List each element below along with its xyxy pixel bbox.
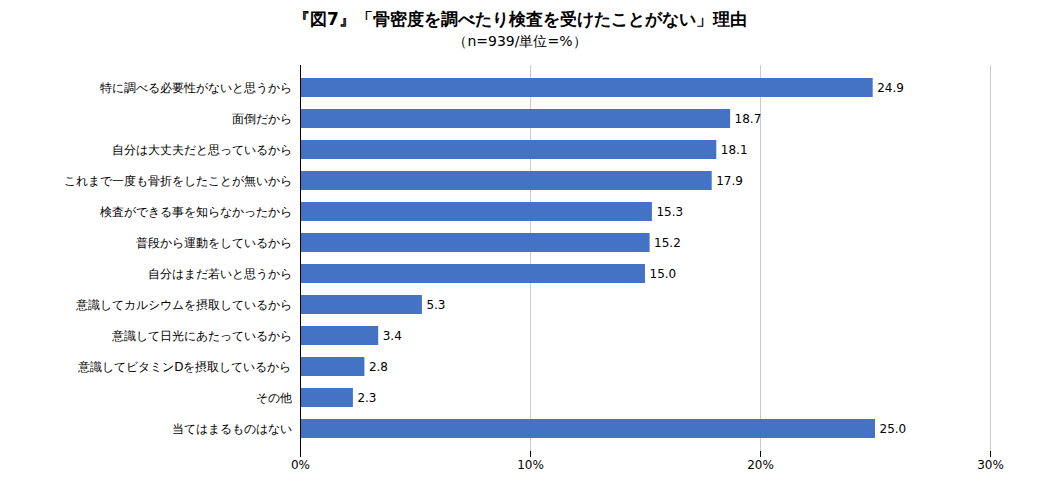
svg-text:これまで一度も骨折をしたことが無いから: これまで一度も骨折をしたことが無いから	[64, 174, 292, 188]
svg-text:意識して日光にあたっているから: 意識して日光にあたっているから	[111, 329, 292, 343]
svg-text:18.1: 18.1	[721, 143, 748, 157]
svg-text:面倒だから: 面倒だから	[232, 112, 292, 126]
svg-text:24.9: 24.9	[877, 81, 904, 95]
html-text:『図7』「骨密度を調べたり検査を受けたことがない」理由: 『図7』「骨密度を調べたり検査を受けたことがない」理由	[293, 9, 747, 29]
svg-text:自分はまだ若いと思うから: 自分はまだ若いと思うから	[148, 267, 292, 281]
svg-text:15.0: 15.0	[650, 267, 677, 281]
svg-text:17.9: 17.9	[716, 174, 743, 188]
svg-text:10%: 10%	[517, 458, 544, 472]
svg-text:0%: 0%	[291, 458, 310, 472]
html-text:（n=939/単位=%）: （n=939/単位=%）	[453, 33, 587, 49]
svg-text:2.3: 2.3	[357, 391, 376, 405]
svg-text:当てはまるものはない: 当てはまるものはない	[172, 422, 292, 436]
svg-text:3.4: 3.4	[383, 329, 402, 343]
svg-text:18.7: 18.7	[735, 112, 762, 126]
svg-text:検査ができる事を知らなかったから: 検査ができる事を知らなかったから	[100, 205, 292, 219]
svg-text:2.8: 2.8	[369, 360, 388, 374]
svg-text:15.2: 15.2	[654, 236, 681, 250]
svg-text:30%: 30%	[977, 458, 1004, 472]
svg-text:20%: 20%	[747, 458, 774, 472]
svg-text:意識してカルシウムを摂取しているから: 意識してカルシウムを摂取しているから	[75, 298, 292, 312]
svg-text:自分は大丈夫だと思っているから: 自分は大丈夫だと思っているから	[112, 143, 292, 157]
svg-text:15.3: 15.3	[656, 205, 683, 219]
svg-text:5.3: 5.3	[426, 298, 445, 312]
svg-text:25.0: 25.0	[880, 422, 907, 436]
svg-text:普段から運動をしているから: 普段から運動をしているから	[136, 236, 292, 250]
svg-text:特に調べる必要性がないと思うから: 特に調べる必要性がないと思うから	[100, 81, 292, 95]
svg-text:意識してビタミンDを摂取しているから: 意識してビタミンDを摂取しているから	[77, 360, 291, 374]
svg-text:その他: その他	[256, 391, 292, 405]
